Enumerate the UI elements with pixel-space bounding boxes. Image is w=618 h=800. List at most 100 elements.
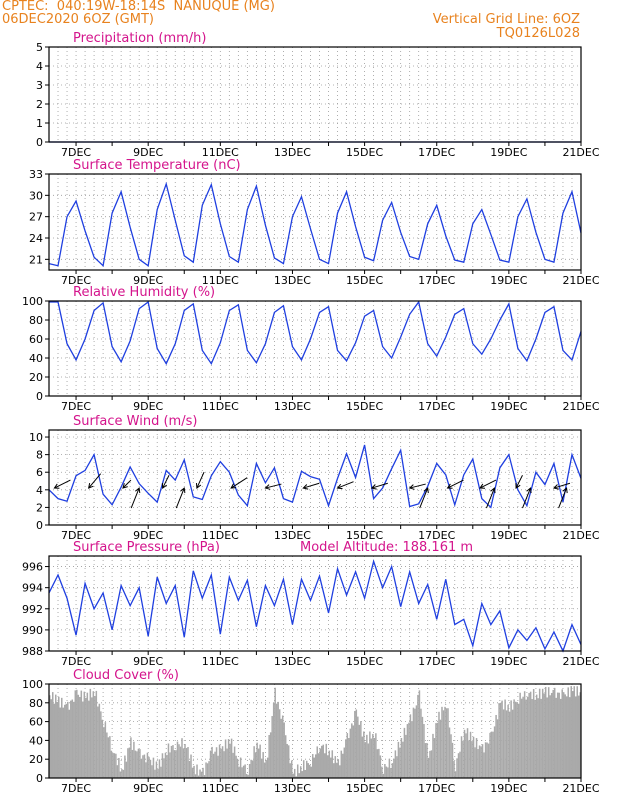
cloud-bar	[161, 753, 164, 778]
cloud-bar	[525, 699, 527, 778]
cloud-bar	[571, 691, 574, 778]
cloud-bar	[142, 755, 144, 778]
cloud-bar	[137, 748, 140, 778]
cloud-bar	[556, 692, 559, 778]
cloud-bar	[316, 746, 319, 778]
cloud-bar	[197, 775, 200, 778]
cloud-plot-frame	[48, 683, 582, 779]
cloud-bar	[122, 769, 125, 778]
cloud-bar	[56, 701, 59, 778]
cloud-bar	[328, 750, 331, 778]
pressure-model-altitude: Model Altitude: 188.161 m	[300, 540, 473, 555]
cloud-bar	[175, 750, 177, 778]
humidity-panel-title: Relative Humidity (%)	[73, 285, 215, 300]
cloud-bar	[573, 686, 575, 778]
cloud-bar	[319, 748, 322, 778]
wind-arrow	[175, 487, 185, 509]
cloud-bar	[558, 692, 560, 778]
cloud-bar	[283, 722, 285, 778]
cloud-bar	[514, 701, 517, 778]
wind-arrow-head	[336, 483, 343, 490]
cloud-bar	[296, 764, 299, 778]
wind-arrow	[122, 479, 132, 489]
cloud-bar	[442, 710, 445, 778]
cloud-bar	[235, 755, 237, 778]
humidity-xtick-label: 17DEC	[418, 400, 455, 413]
cloud-bar	[115, 753, 117, 778]
cloud-bar	[200, 771, 203, 778]
wind-arrow	[303, 482, 320, 489]
cloud-bar	[242, 765, 245, 778]
wind-ytick-label: 4	[36, 484, 43, 497]
cloud-bar	[302, 760, 305, 778]
cloud-bar	[516, 702, 518, 778]
wind-arrow	[265, 483, 282, 489]
cloud-bar	[124, 755, 126, 778]
cloud-bar	[552, 689, 554, 778]
cloud-bar	[366, 734, 368, 778]
cloud-bar	[333, 763, 335, 778]
wind-arrow	[54, 479, 71, 489]
cloud-bar	[534, 699, 536, 778]
cloud-bar	[547, 687, 550, 778]
pressure-series-line	[48, 558, 582, 653]
temperature-xtick-label: 15DEC	[346, 274, 383, 287]
cloud-bar	[205, 762, 207, 778]
cloud-bar	[223, 751, 225, 778]
cloud-bar	[238, 766, 240, 778]
cloud-bar	[101, 719, 104, 778]
cloud-bar	[423, 724, 425, 778]
wind-arrow-head	[423, 487, 429, 494]
cloud-bar	[104, 722, 107, 778]
cloud-bar	[271, 716, 273, 778]
humidity-xtick-label: 13DEC	[274, 400, 311, 413]
cloud-bar	[427, 757, 430, 778]
cloud-bar	[89, 688, 92, 778]
cloud-bar	[181, 738, 183, 778]
cloud-bar	[179, 746, 182, 778]
cloud-bar	[394, 750, 397, 778]
cloud-bar	[469, 731, 472, 778]
cloud-bar	[92, 691, 95, 778]
wind-arrow-head	[446, 483, 453, 489]
cloud-ytick-label: 80	[29, 697, 43, 710]
cloud-bar	[435, 723, 437, 778]
cloud-bar	[61, 697, 63, 778]
cloud-bar	[208, 761, 210, 778]
cloud-bar	[188, 760, 191, 778]
cloud-bar	[190, 754, 192, 778]
cloud-bar	[484, 742, 487, 778]
header-grid-note: Vertical Grid Line: 6OZ	[432, 12, 580, 27]
cloud-bar	[292, 773, 294, 778]
cloud-bar	[241, 767, 243, 778]
cloud-bar	[259, 744, 261, 778]
cloud-bar	[217, 755, 219, 778]
wind-arrow-head	[122, 483, 128, 489]
wind-arrow-head	[562, 487, 568, 494]
humidity-xtick-label: 19DEC	[490, 400, 527, 413]
cloud-bar	[358, 724, 361, 778]
cloud-bar	[411, 721, 413, 778]
wind-arrow-head	[302, 484, 309, 490]
cloud-bar	[375, 733, 377, 778]
wind-arrow	[409, 483, 426, 489]
humidity-xtick-label: 7DEC	[61, 400, 91, 413]
cloud-bar	[304, 769, 306, 778]
cloud-bar	[457, 753, 460, 778]
cloud-bar	[327, 755, 329, 778]
cloud-bar	[417, 694, 419, 778]
cloud-bar	[286, 743, 288, 778]
cloud-bar	[384, 763, 386, 778]
humidity-xtick-label: 21DEC	[562, 400, 599, 413]
wind-plot-frame	[48, 429, 582, 526]
cloud-bar	[544, 686, 547, 778]
cloud-bar	[109, 736, 111, 778]
wind-arrow	[88, 473, 102, 489]
cloud-bar	[361, 736, 364, 778]
cloud-bar	[83, 691, 86, 778]
cloud-bar	[337, 759, 340, 778]
cloud-bar	[185, 748, 188, 778]
cloud-bar	[139, 749, 141, 778]
cloud-bar	[58, 696, 60, 778]
cloud-bar	[541, 688, 544, 778]
